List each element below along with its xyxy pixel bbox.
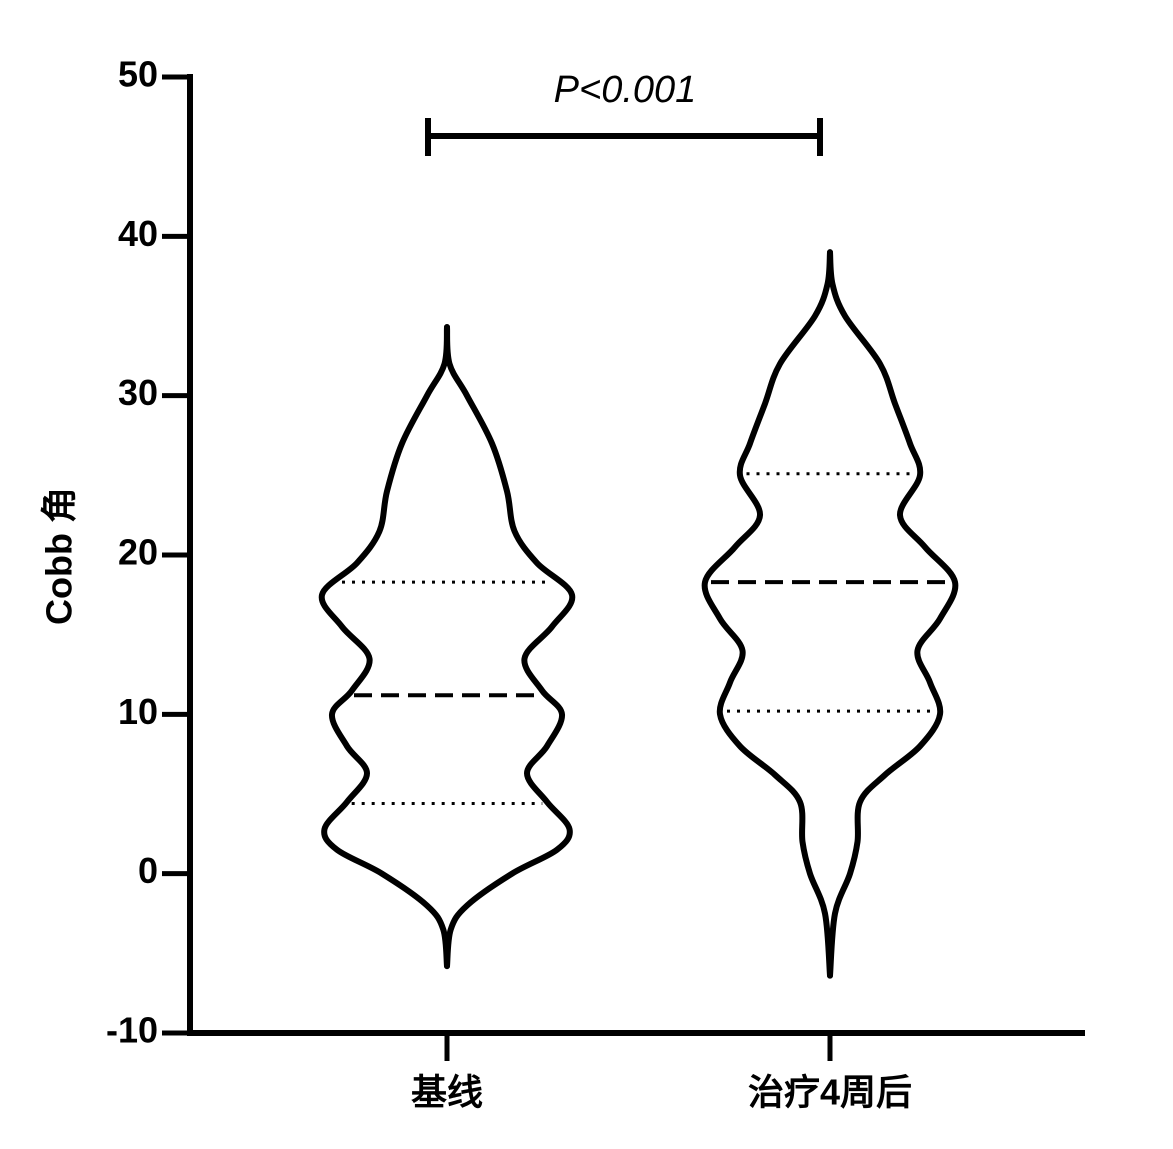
y-tick-label: 40	[118, 213, 158, 254]
y-tick-label: 20	[118, 532, 158, 573]
significance-bar	[425, 118, 823, 156]
y-tick-label: 0	[138, 850, 158, 891]
y-tick-label: 50	[118, 54, 158, 95]
x-tick-label: 治疗4周后	[748, 1072, 912, 1113]
violin-outline	[827, 249, 959, 979]
significance-label: P<0.001	[554, 69, 697, 111]
y-tick-label: 30	[118, 372, 158, 413]
x-tick-label: 基线	[411, 1072, 483, 1113]
y-tick-label: 10	[118, 691, 158, 732]
y-tick-label: -10	[106, 1010, 158, 1051]
violin-outline	[701, 249, 833, 979]
violin-outline	[318, 324, 450, 970]
violin-outline	[444, 324, 576, 970]
y-axis-label: Cobb 角	[39, 487, 80, 625]
